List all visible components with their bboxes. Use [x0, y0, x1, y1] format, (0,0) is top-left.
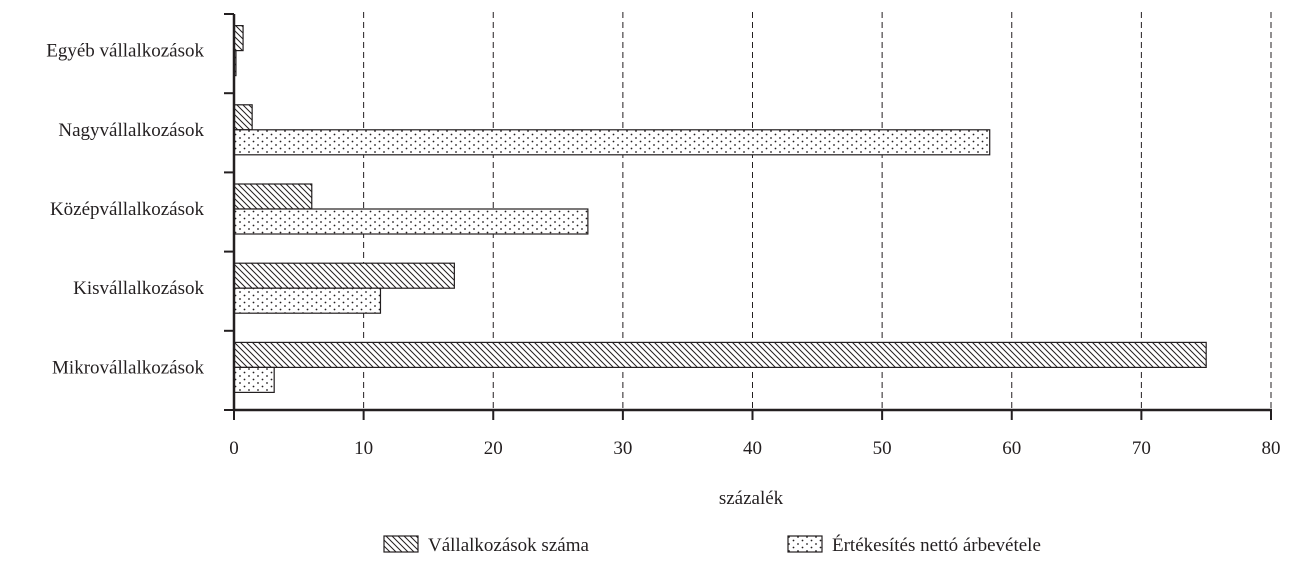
axes	[224, 13, 1272, 420]
category-label: Kisvállalkozások	[73, 278, 204, 299]
x-tick-label-0: 0	[229, 438, 239, 459]
x-tick-label-20: 20	[484, 438, 503, 459]
x-tick-label-40: 40	[743, 438, 762, 459]
legend-swatch-revenue	[787, 535, 823, 553]
category-label: Mikrovállalkozások	[52, 357, 204, 378]
x-axis-title: százalék	[719, 488, 784, 509]
bar-count-egy-b-v-llalkoz-sok	[233, 25, 244, 52]
legend-swatch-count	[383, 535, 419, 553]
bar-count-k-z-pv-llalkoz-sok	[233, 183, 313, 210]
category-label: Nagyvállalkozások	[58, 120, 204, 141]
x-tick-label-10: 10	[354, 438, 373, 459]
x-tick-label-30: 30	[613, 438, 632, 459]
x-tick-label-70: 70	[1132, 438, 1151, 459]
legend-label-revenue: Értékesítés nettó árbevétele	[832, 534, 1041, 556]
legend: Vállalkozások száma Értékesítés nettó árb…	[383, 534, 1041, 556]
category-label: Középvállalkozások	[50, 199, 205, 220]
bar-revenue-k-z-pv-llalkoz-sok	[233, 208, 589, 235]
category-labels: Egyéb vállalkozások Nagyvállalkozások Közé…	[46, 41, 204, 379]
category-label: Egyéb vállalkozások	[46, 41, 204, 62]
legend-label-count: Vállalkozások száma	[428, 535, 589, 556]
x-tick-labels: 0 10 20 30 40 50 60 70 80	[229, 438, 1280, 459]
x-tick-label-50: 50	[873, 438, 892, 459]
bar-revenue-nagyv-llalkoz-sok	[233, 129, 991, 156]
x-tick-label-80: 80	[1262, 438, 1281, 459]
bar-count-kisv-llalkoz-sok	[233, 262, 455, 289]
bar-revenue-kisv-llalkoz-sok	[233, 287, 382, 314]
bar-count-mikrov-llalkoz-sok	[233, 341, 1207, 368]
bar-count-nagyv-llalkoz-sok	[233, 104, 253, 131]
x-tick-label-60: 60	[1002, 438, 1021, 459]
bar-revenue-mikrov-llalkoz-sok	[233, 366, 275, 393]
bars	[233, 25, 1207, 393]
